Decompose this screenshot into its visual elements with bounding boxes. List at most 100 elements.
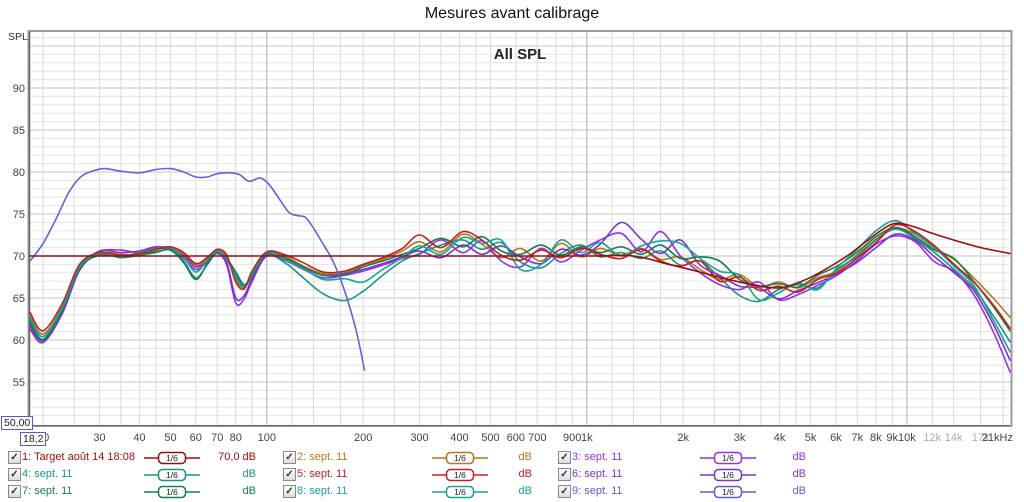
svg-text:1/6: 1/6 bbox=[166, 453, 178, 463]
legend-level-value-7: dB bbox=[242, 485, 256, 497]
legend-checkbox-8[interactable]: ✓ bbox=[283, 485, 296, 498]
svg-text:10k: 10k bbox=[898, 432, 916, 444]
legend-entry-8: ✓ 8: sept. 11 1/6 dB bbox=[0, 484, 1024, 499]
legend-level-value-5: dB bbox=[518, 468, 532, 480]
smoothing-badge-icon: 1/6 bbox=[144, 485, 200, 499]
svg-text:1/6: 1/6 bbox=[454, 453, 466, 463]
svg-text:14k: 14k bbox=[945, 432, 963, 444]
legend-checkbox-3[interactable]: ✓ bbox=[558, 451, 571, 464]
legend-checkbox-4[interactable]: ✓ bbox=[8, 468, 21, 481]
svg-text:21kHz: 21kHz bbox=[982, 432, 1013, 444]
svg-text:300: 300 bbox=[410, 432, 428, 444]
legend-level-value-9: dB bbox=[792, 485, 806, 497]
svg-text:30: 30 bbox=[93, 432, 105, 444]
svg-text:2k: 2k bbox=[677, 432, 689, 444]
svg-text:9k: 9k bbox=[886, 432, 898, 444]
svg-text:6k: 6k bbox=[830, 432, 842, 444]
svg-text:1/6: 1/6 bbox=[166, 470, 178, 480]
svg-text:1k: 1k bbox=[581, 432, 593, 444]
spl-chart: 5560657075808590203040506070801002003004… bbox=[13, 30, 1013, 444]
svg-text:55: 55 bbox=[13, 377, 25, 389]
legend-entry-1: ✓ 1: Target août 14 18:08 1/6 70,0 dB bbox=[0, 450, 1024, 465]
measurement-curves bbox=[29, 167, 1011, 373]
svg-text:17k: 17k bbox=[972, 432, 990, 444]
smoothing-badge-icon: 1/6 bbox=[432, 468, 488, 482]
legend-entry-2: ✓ 2: sept. 11 1/6 dB bbox=[0, 450, 1024, 465]
smoothing-badge-icon: 1/6 bbox=[700, 468, 756, 482]
legend-checkbox-7[interactable]: ✓ bbox=[8, 485, 21, 498]
legend-label-1[interactable]: 1: Target août 14 18:08 bbox=[22, 451, 135, 463]
curve-4 bbox=[29, 228, 1011, 343]
svg-text:1/6: 1/6 bbox=[722, 453, 734, 463]
curve-7 bbox=[29, 226, 1011, 341]
svg-text:4k: 4k bbox=[774, 432, 786, 444]
legend-label-9[interactable]: 9: sept. 11 bbox=[572, 485, 623, 497]
svg-text:1/6: 1/6 bbox=[722, 470, 734, 480]
x-axis-labels: 203040506070801002003004005006007009001k… bbox=[37, 432, 1013, 444]
svg-text:5k: 5k bbox=[805, 432, 817, 444]
svg-text:1/6: 1/6 bbox=[454, 470, 466, 480]
legend-level-value-2: dB bbox=[518, 451, 532, 463]
legend-label-3[interactable]: 3: sept. 11 bbox=[572, 451, 623, 463]
svg-text:All SPL: All SPL bbox=[494, 46, 547, 63]
legend-checkbox-9[interactable]: ✓ bbox=[558, 485, 571, 498]
svg-text:3k: 3k bbox=[734, 432, 746, 444]
svg-text:700: 700 bbox=[528, 432, 546, 444]
svg-text:70: 70 bbox=[211, 432, 223, 444]
legend-label-4[interactable]: 4: sept. 11 bbox=[22, 468, 73, 480]
svg-text:600: 600 bbox=[507, 432, 525, 444]
legend-level-value-8: dB bbox=[518, 485, 532, 497]
legend-level-value-3: dB bbox=[792, 451, 806, 463]
curve-1 bbox=[29, 222, 1011, 289]
svg-text:80: 80 bbox=[230, 432, 242, 444]
y-axis-title: SPL bbox=[8, 31, 28, 43]
smoothing-badge-icon: 1/6 bbox=[144, 451, 200, 465]
legend-entry-4: ✓ 4: sept. 11 1/6 dB bbox=[0, 467, 1024, 482]
svg-text:60: 60 bbox=[190, 432, 202, 444]
legend-checkbox-2[interactable]: ✓ bbox=[283, 451, 296, 464]
measurements-legend: ✓ 1: Target août 14 18:08 1/6 70,0 dB ✓ 2: se… bbox=[0, 448, 1024, 502]
smoothing-badge-icon: 1/6 bbox=[700, 451, 756, 465]
svg-text:50: 50 bbox=[164, 432, 176, 444]
legend-level-value-4: dB bbox=[242, 468, 256, 480]
x-axis-min-field[interactable]: 18,2 bbox=[20, 432, 47, 446]
legend-entry-5: ✓ 5: sept. 11 1/6 dB bbox=[0, 467, 1024, 482]
svg-text:7k: 7k bbox=[851, 432, 863, 444]
svg-text:12k: 12k bbox=[923, 432, 941, 444]
smoothing-badge-icon: 1/6 bbox=[700, 485, 756, 499]
legend-checkbox-6[interactable]: ✓ bbox=[558, 468, 571, 481]
legend-label-6[interactable]: 6: sept. 11 bbox=[572, 468, 623, 480]
legend-entry-6: ✓ 6: sept. 11 1/6 dB bbox=[0, 467, 1024, 482]
legend-label-7[interactable]: 7: sept. 11 bbox=[22, 485, 73, 497]
grid-lines bbox=[29, 32, 1011, 425]
svg-text:80: 80 bbox=[13, 167, 25, 179]
svg-text:400: 400 bbox=[450, 432, 468, 444]
svg-text:85: 85 bbox=[13, 125, 25, 137]
svg-text:1/6: 1/6 bbox=[722, 487, 734, 497]
svg-text:900: 900 bbox=[563, 432, 581, 444]
y-axis-min-field[interactable]: 50,00 bbox=[1, 416, 34, 430]
smoothing-badge-icon: 1/6 bbox=[432, 485, 488, 499]
svg-text:70: 70 bbox=[13, 251, 25, 263]
page-title: Mesures avant calibrage bbox=[424, 5, 600, 22]
svg-text:65: 65 bbox=[13, 293, 25, 305]
legend-level-value-6: dB bbox=[792, 468, 806, 480]
svg-text:40: 40 bbox=[133, 432, 145, 444]
legend-level-value-1: 70,0 dB bbox=[218, 451, 256, 463]
legend-label-2[interactable]: 2: sept. 11 bbox=[297, 451, 348, 463]
legend-label-8[interactable]: 8: sept. 11 bbox=[297, 485, 348, 497]
svg-text:75: 75 bbox=[13, 209, 25, 221]
y-axis-labels: 55 60 65 70 75 80 85 90 bbox=[13, 83, 25, 389]
curve-8 bbox=[29, 219, 1011, 353]
curve-9 bbox=[29, 167, 366, 371]
smoothing-badge-icon: 1/6 bbox=[144, 468, 200, 482]
legend-entry-9: ✓ 9: sept. 11 1/6 dB bbox=[0, 484, 1024, 499]
svg-text:500: 500 bbox=[481, 432, 499, 444]
svg-text:200: 200 bbox=[354, 432, 372, 444]
svg-text:60: 60 bbox=[13, 335, 25, 347]
smoothing-badge-icon: 1/6 bbox=[432, 451, 488, 465]
legend-checkbox-5[interactable]: ✓ bbox=[283, 468, 296, 481]
legend-label-5[interactable]: 5: sept. 11 bbox=[297, 468, 348, 480]
legend-checkbox-1[interactable]: ✓ bbox=[8, 451, 21, 464]
svg-text:8k: 8k bbox=[870, 432, 882, 444]
